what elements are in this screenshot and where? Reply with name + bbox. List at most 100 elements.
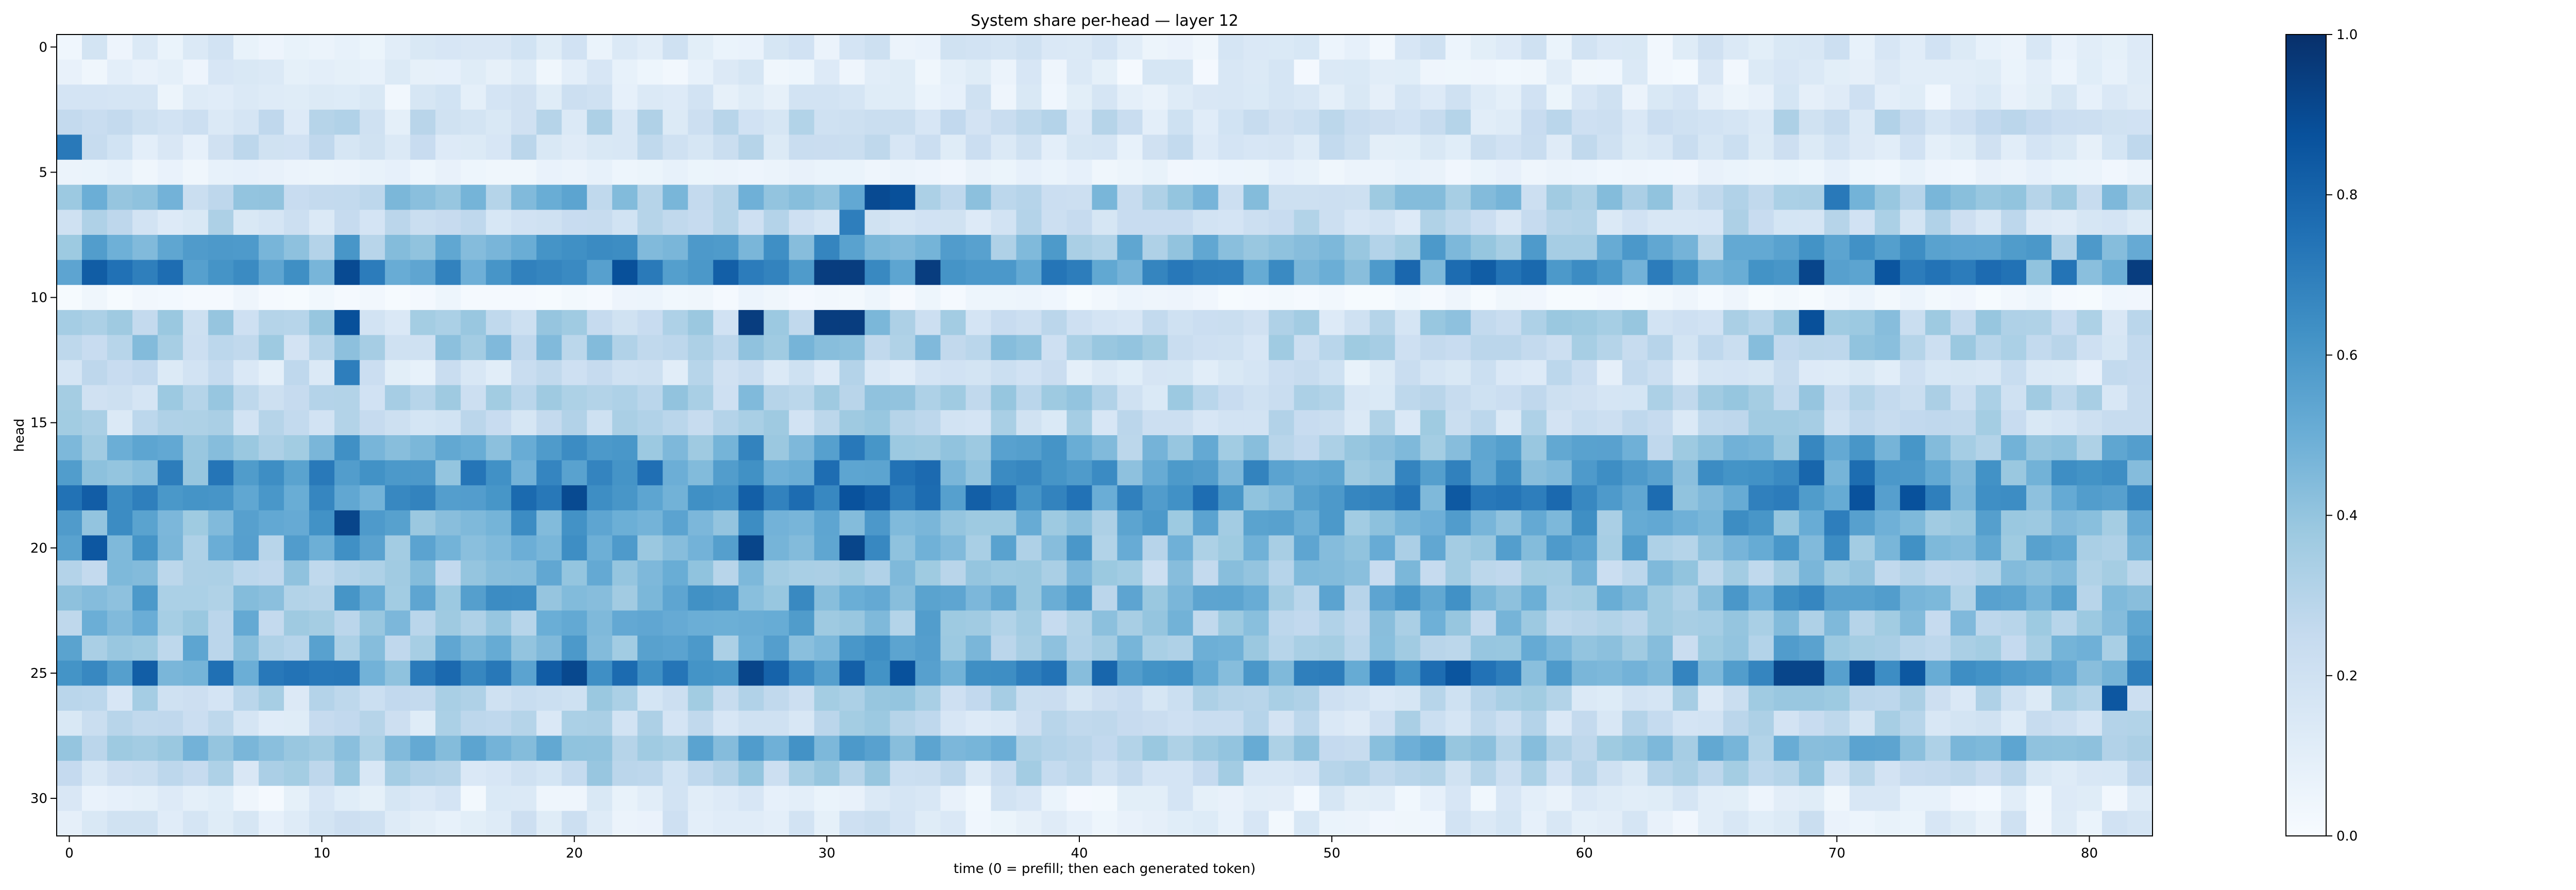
- heatmap-cell: [1723, 210, 1749, 235]
- heatmap-cell: [2051, 735, 2077, 761]
- heatmap-cell: [1294, 485, 1320, 511]
- heatmap-cell: [435, 35, 461, 60]
- heatmap-cell: [1975, 109, 2002, 135]
- heatmap-cell: [1218, 610, 1244, 636]
- heatmap-cell: [991, 560, 1017, 586]
- heatmap-cell: [562, 160, 587, 185]
- heatmap-cell: [1950, 410, 1976, 436]
- heatmap-cell: [2076, 610, 2103, 636]
- heatmap-cell: [2026, 735, 2052, 761]
- heatmap-cell: [1243, 636, 1269, 661]
- heatmap-cell: [1319, 59, 1345, 85]
- heatmap-cell: [1672, 636, 1699, 661]
- heatmap-cell: [158, 686, 183, 711]
- heatmap-cell: [57, 785, 82, 811]
- heatmap-cell: [1521, 385, 1547, 410]
- heatmap-cell: [1900, 35, 1926, 60]
- heatmap-cell: [1117, 535, 1143, 561]
- heatmap-cell: [1167, 785, 1194, 811]
- heatmap-cell: [1344, 460, 1370, 486]
- heatmap-cell: [688, 785, 714, 811]
- heatmap-cell: [1294, 811, 1320, 836]
- heatmap-cell: [637, 84, 663, 110]
- heatmap-cell: [1698, 59, 1724, 85]
- heatmap-cell: [1647, 310, 1673, 336]
- heatmap-cell: [360, 210, 385, 235]
- heatmap-cell: [82, 735, 108, 761]
- x-tick-label: 40: [1071, 846, 1088, 861]
- heatmap-cell: [587, 735, 613, 761]
- heatmap-cell: [1975, 585, 2002, 611]
- heatmap-cell: [461, 134, 486, 160]
- heatmap-cell: [1243, 310, 1269, 336]
- heatmap-cell: [1849, 811, 1875, 836]
- heatmap-cell: [1900, 134, 1926, 160]
- heatmap-cell: [57, 410, 82, 436]
- heatmap-cell: [940, 134, 967, 160]
- heatmap-cell: [1773, 285, 1800, 311]
- heatmap-cell: [309, 560, 335, 586]
- heatmap-cell: [587, 435, 613, 461]
- heatmap-cell: [1470, 785, 1497, 811]
- heatmap-cell: [208, 510, 234, 536]
- heatmap-cell: [663, 610, 688, 636]
- heatmap-cell: [284, 686, 310, 711]
- heatmap-cell: [839, 310, 865, 336]
- heatmap-cell: [991, 535, 1017, 561]
- heatmap-cell: [2127, 184, 2153, 210]
- heatmap-cell: [1167, 134, 1194, 160]
- heatmap-cell: [2127, 485, 2153, 511]
- heatmap-cell: [991, 360, 1017, 386]
- heatmap-cell: [360, 560, 385, 586]
- heatmap-cell: [940, 761, 967, 786]
- heatmap-cell: [536, 735, 562, 761]
- heatmap-cell: [814, 535, 840, 561]
- heatmap-cell: [1571, 410, 1598, 436]
- heatmap-cell: [688, 35, 714, 60]
- heatmap-cell: [1622, 735, 1648, 761]
- heatmap-cell: [1496, 310, 1522, 336]
- heatmap-cell: [1193, 485, 1219, 511]
- heatmap-cell: [1420, 310, 1446, 336]
- heatmap-cell: [107, 710, 133, 737]
- heatmap-cell: [940, 435, 967, 461]
- heatmap-cell: [1243, 335, 1269, 361]
- heatmap-cell: [562, 636, 587, 661]
- heatmap-cell: [461, 410, 486, 436]
- heatmap-cell: [2001, 811, 2027, 836]
- heatmap-cell: [158, 59, 183, 85]
- heatmap-cell: [1041, 410, 1067, 436]
- heatmap-cell: [1294, 510, 1320, 536]
- heatmap-cell: [991, 435, 1017, 461]
- heatmap-cell: [1521, 160, 1547, 185]
- heatmap-cell: [107, 210, 133, 235]
- heatmap-cell: [1344, 585, 1370, 611]
- heatmap-cell: [309, 360, 335, 386]
- heatmap-cell: [965, 510, 992, 536]
- heatmap-cell: [1369, 710, 1396, 737]
- heatmap-cell: [637, 660, 663, 686]
- heatmap-cell: [1546, 485, 1572, 511]
- heatmap-cell: [1950, 435, 1976, 461]
- heatmap-cell: [1546, 510, 1572, 536]
- heatmap-cell: [183, 485, 209, 511]
- heatmap-cell: [1294, 210, 1320, 235]
- heatmap-cell: [612, 435, 638, 461]
- heatmap-cell: [814, 785, 840, 811]
- heatmap-cell: [2102, 460, 2128, 486]
- heatmap-cell: [1117, 560, 1143, 586]
- heatmap-cell: [1041, 285, 1067, 311]
- heatmap-cell: [814, 260, 840, 285]
- heatmap-cell: [1975, 260, 2002, 285]
- heatmap-cell: [360, 184, 385, 210]
- heatmap-cell: [259, 360, 284, 386]
- heatmap-cell: [1925, 535, 1951, 561]
- heatmap-cell: [435, 184, 461, 210]
- heatmap-cell: [1470, 59, 1497, 85]
- heatmap-cell: [612, 485, 638, 511]
- heatmap-cell: [486, 535, 512, 561]
- heatmap-cell: [2051, 385, 2077, 410]
- heatmap-cell: [1824, 59, 1850, 85]
- heatmap-cell: [233, 210, 259, 235]
- heatmap-cell: [2076, 811, 2103, 836]
